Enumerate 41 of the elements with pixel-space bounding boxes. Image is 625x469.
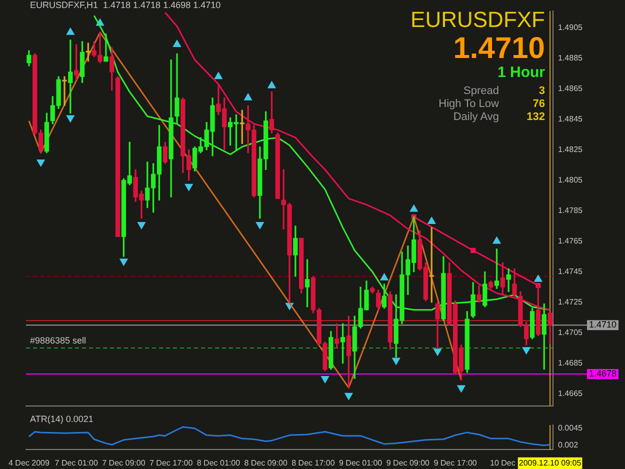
annotation: 1 Hour xyxy=(496,64,545,82)
x-tick-label: 8 Dec 09:00 xyxy=(244,458,288,468)
ref-line-label: 1.4710 xyxy=(589,320,617,330)
x-tick-label: 4 Dec 2009 xyxy=(8,458,50,468)
y-tick-label: 1.4905 xyxy=(558,22,584,32)
annotation: Spread xyxy=(464,84,499,97)
y-tick-label: 1.4665 xyxy=(558,389,584,398)
annotation: High To Low xyxy=(438,98,499,110)
annotation: Daily Avg xyxy=(453,110,499,123)
y-tick-label: 1.4725 xyxy=(558,297,584,306)
y-tick-label: 1.4825 xyxy=(558,144,584,154)
chart-title: ATR(14) 0.0021 xyxy=(30,414,94,424)
y-tick-label: 1.4765 xyxy=(558,236,584,246)
x-tick-label: 9 Dec 09:00 xyxy=(386,458,430,468)
annotation: EURUSDFXF xyxy=(410,7,545,32)
y-tick-label: 1.4785 xyxy=(558,206,584,215)
y-tick-label: 1.4865 xyxy=(558,84,584,93)
y-tick-label: 1.4885 xyxy=(558,53,584,62)
y-tick-label: 0.0045 xyxy=(558,424,584,433)
x-tick-label: 8 Dec 01:00 xyxy=(196,458,241,468)
annotation: 132 xyxy=(526,110,545,123)
x-tick-label: 9 Dec 17:00 xyxy=(434,458,478,468)
x-tick-label: 9 Dec 01:00 xyxy=(338,458,383,468)
annotation: 1.4710 xyxy=(452,32,545,66)
x-tick-label: 8 Dec 17:00 xyxy=(292,458,336,468)
y-tick-label: 1.4685 xyxy=(558,358,584,368)
y-tick-label: 1.4705 xyxy=(558,328,584,337)
chart-title: EURUSDFXF,H1 1.4718 1.4718 1.4698 1.4710 xyxy=(30,0,221,10)
y-tick-label: 1.4845 xyxy=(558,114,584,124)
ref-line-label: #9886385 sell xyxy=(30,336,86,346)
annotation: 76 xyxy=(532,98,545,110)
y-tick-label: 1.4805 xyxy=(558,175,584,184)
y-tick-label: 1.4745 xyxy=(558,266,584,276)
x-tick-label: 7 Dec 17:00 xyxy=(150,458,194,468)
x-tick-label: 2009.12.10 09:05 xyxy=(518,458,582,468)
x-tick-label: 10 Dec xyxy=(490,458,516,468)
x-tick-label: 7 Dec 09:00 xyxy=(102,458,146,468)
y-tick-label: 0.002 xyxy=(558,440,579,450)
ref-line-label: 1.4678 xyxy=(589,368,617,378)
annotation: 3 xyxy=(538,84,545,97)
x-tick-label: 7 Dec 01:00 xyxy=(54,458,98,468)
